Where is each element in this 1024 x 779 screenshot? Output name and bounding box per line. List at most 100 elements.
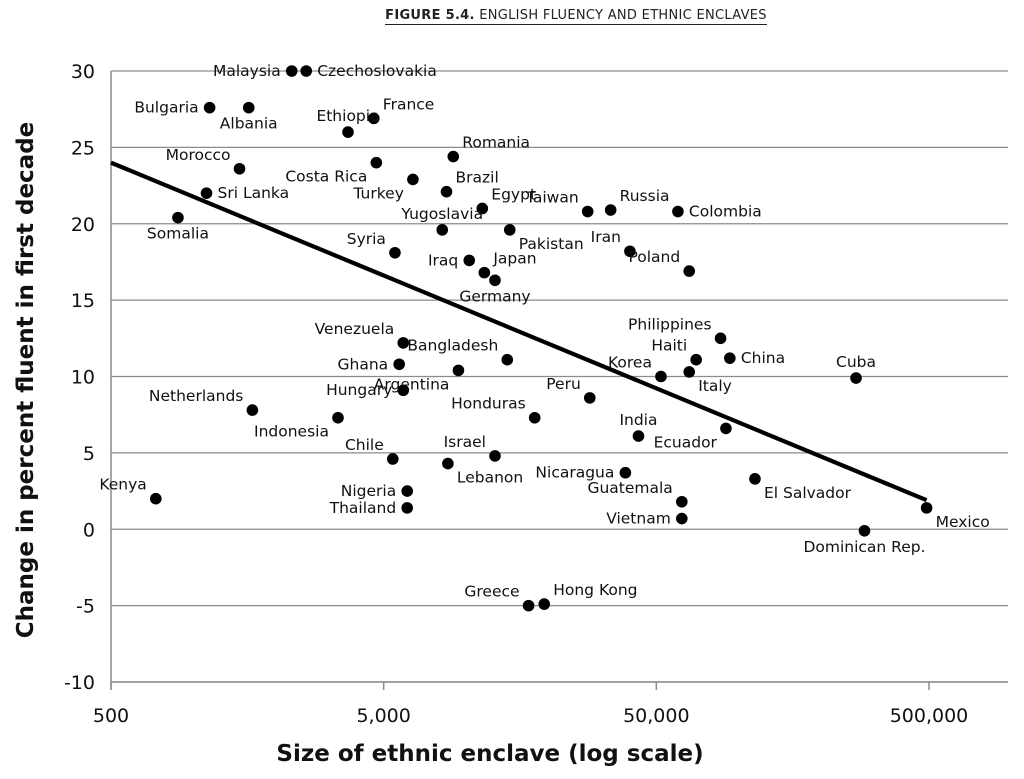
point-label: Vietnam [606,510,671,528]
point-label: Yugoslavia [400,205,483,223]
point-label: Hungary [326,381,392,399]
y-tick-label: -5 [76,596,95,618]
data-point [285,65,298,77]
point-label: El Salvador [764,484,852,502]
data-point [581,205,594,218]
axes [110,71,1008,690]
data-point [342,126,354,138]
point-label: Sri Lanka [218,184,290,202]
data-point [850,372,862,384]
point-label: France [383,95,435,113]
x-tick-label: 5,000 [356,705,410,727]
x-axis-label: Size of ethnic enclave (log scale) [276,741,703,767]
data-point [452,364,465,377]
y-axis-label: Change in percent fluent in first decade [13,122,39,639]
point-label: Ethiopia [316,107,379,125]
y-tick-label: 5 [83,443,95,465]
point-label: Mexico [936,513,990,531]
data-point [401,485,414,497]
data-point [463,254,476,267]
y-tick-label: 20 [71,214,95,236]
x-tick-labels: 500 5,000 50,000 500,000 [93,705,968,727]
point-label: Chile [345,436,384,454]
data-point [632,430,645,442]
data-point [242,101,255,114]
point-label: Iraq [428,251,458,269]
point-label: Lebanon [457,469,523,487]
point-label: Kenya [99,476,146,494]
point-label: Japan [492,250,536,268]
point-label: Venezuela [315,320,395,338]
data-points [150,65,933,612]
data-point [583,392,596,404]
figure-caption: ENGLISH FLUENCY AND ETHNIC ENCLAVES [479,8,767,23]
point-label: Egypt [491,185,536,203]
point-label: Honduras [451,395,526,413]
point-label: Guatemala [587,479,672,497]
point-label: Turkey [352,184,403,202]
data-point [690,353,702,366]
point-label: Pakistan [519,235,584,253]
y-tick-label: -10 [64,672,95,694]
point-label: Colombia [689,203,762,221]
y-tick-label: 15 [71,290,95,312]
point-label: Bulgaria [134,99,198,117]
point-labels: Malaysia Czechoslovakia Bulgaria Albania Fra… [99,62,989,601]
point-label: Hong Kong [553,581,637,599]
data-point [203,101,216,114]
point-label: Cuba [836,353,876,371]
data-point [447,150,460,163]
data-point [150,492,162,505]
data-point [683,265,696,277]
point-label: Indonesia [254,423,329,441]
data-point [389,246,401,259]
data-point [858,524,871,537]
point-label: Brazil [456,169,499,187]
data-point [246,404,259,416]
data-point [300,65,313,77]
y-tick-label: 0 [83,519,95,541]
point-label: Costa Rica [285,168,367,186]
point-label: Ecuador [654,433,718,451]
x-tick-label: 500,000 [890,705,969,727]
data-point [386,453,399,465]
point-label: Romania [462,134,530,152]
point-label: Poland [628,248,680,266]
point-label: Czechoslovakia [317,62,437,80]
point-label: Haiti [651,337,687,355]
point-label: Israel [444,433,486,451]
data-point [501,353,514,366]
point-label: Nigeria [341,482,396,500]
data-point [676,495,688,508]
y-tick-label: 10 [71,367,95,389]
data-point [920,502,933,514]
data-point [393,358,405,371]
point-label: Taiwan [525,189,579,207]
point-label: Philippines [628,315,712,333]
data-point [200,187,213,199]
data-point [538,598,551,610]
point-label: Russia [620,187,670,205]
data-point [672,205,684,218]
data-point [476,202,489,215]
data-point [440,185,453,198]
point-label: China [741,349,785,367]
point-label: Korea [608,354,652,372]
data-point [442,457,454,470]
y-tick-label: 25 [71,137,95,159]
point-label: Bangladesh [407,337,498,355]
data-point [528,411,541,424]
point-label: Netherlands [149,387,243,405]
data-point [478,266,491,279]
data-point [407,173,419,186]
data-point [624,245,636,258]
trend-line [110,160,928,503]
point-label: Peru [546,375,581,393]
figure-title: FIGURE 5.4. ENGLISH FLUENCY AND ETHNIC E… [0,8,1024,25]
figure-number: FIGURE 5.4. [385,8,475,23]
x-tick-label: 500 [93,705,129,727]
point-label: Albania [220,115,278,133]
point-label: Italy [698,377,732,395]
data-point [172,211,184,224]
